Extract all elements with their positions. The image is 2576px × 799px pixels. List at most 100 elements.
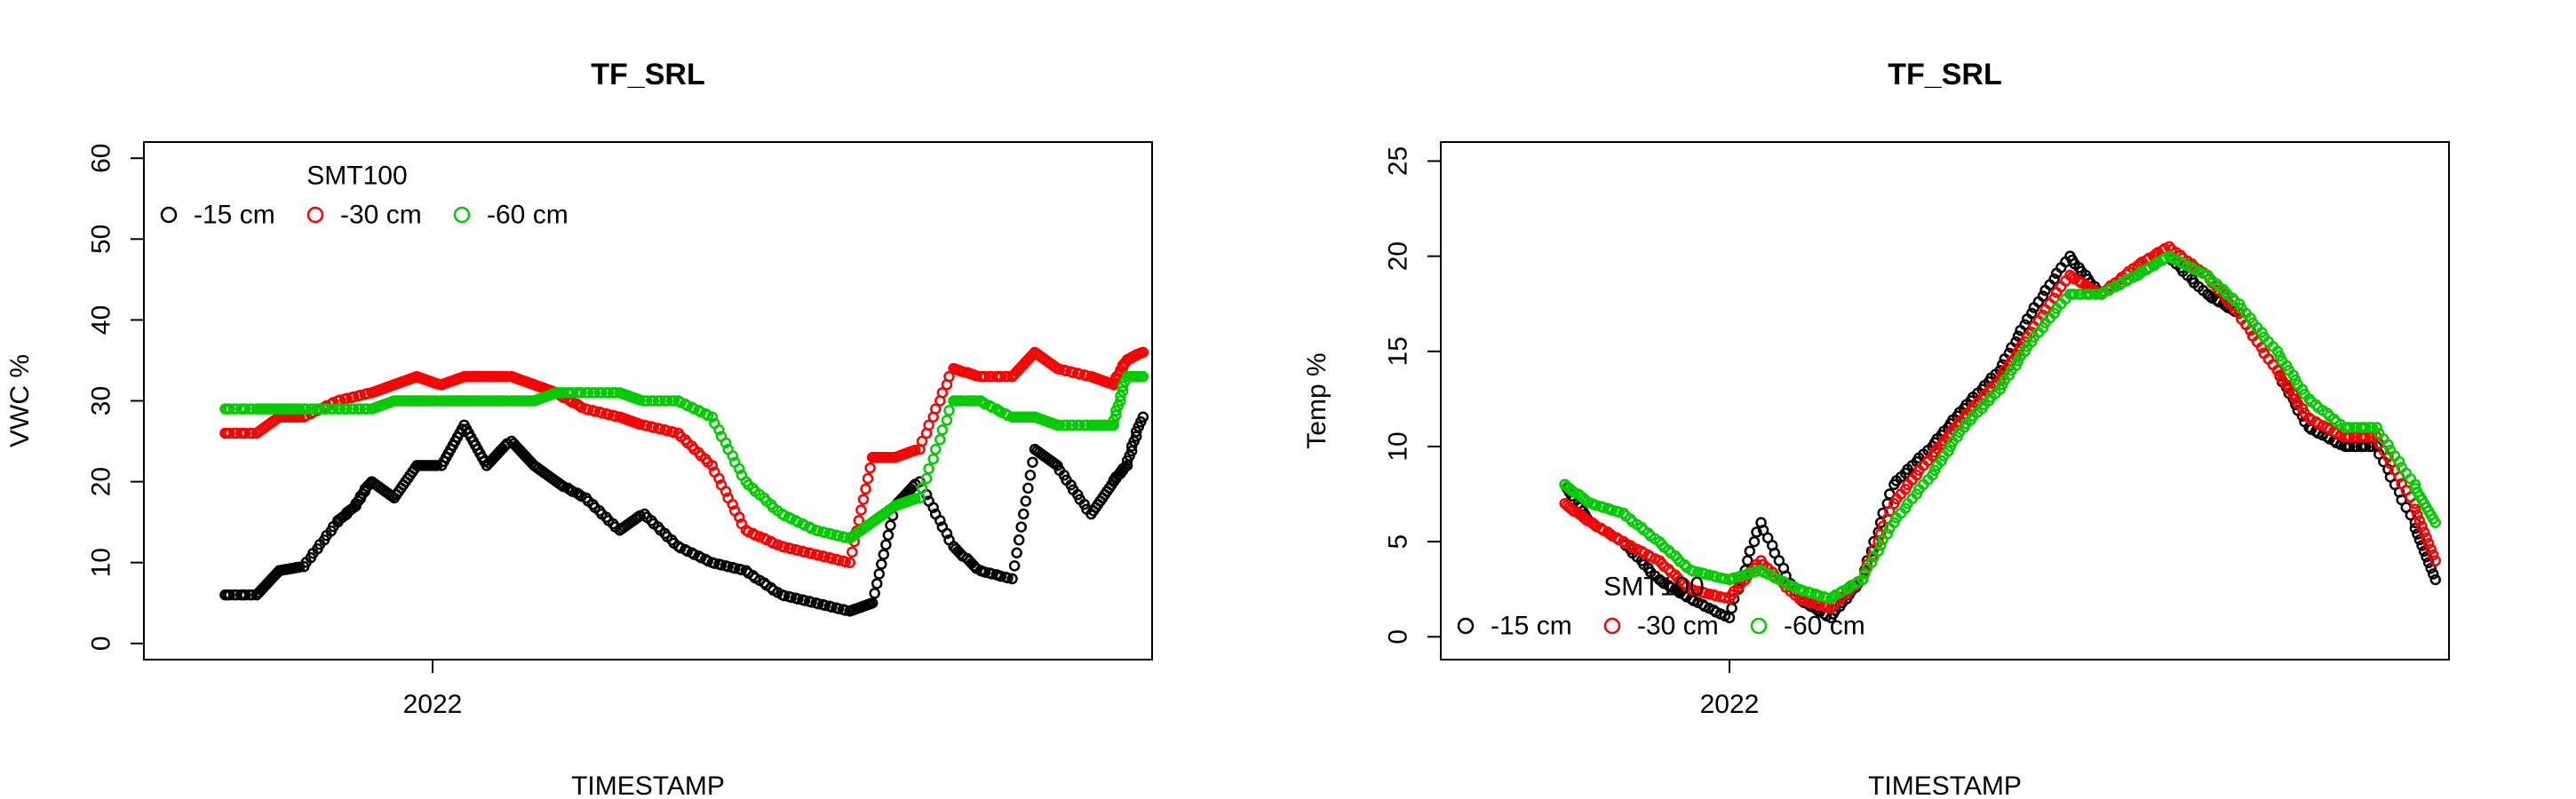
data-point: [916, 482, 928, 494]
data-point: [853, 515, 865, 526]
data-point: [582, 387, 594, 399]
data-point: [648, 395, 660, 407]
data-point: [354, 389, 367, 401]
data-point: [778, 589, 791, 602]
data-point: [1024, 470, 1037, 481]
data-point: [2422, 538, 2435, 550]
data-point: [1137, 411, 1149, 423]
data-point: [869, 588, 880, 599]
data-point: [1074, 368, 1085, 380]
data-point: [936, 387, 949, 399]
data-point: [799, 595, 811, 606]
data-point: [334, 403, 346, 415]
data-point: [720, 437, 732, 449]
data-point: [2371, 422, 2382, 433]
data-point: [785, 591, 797, 604]
data-point: [916, 435, 928, 447]
data-point: [826, 552, 838, 565]
data-point: [936, 424, 949, 436]
data-point: [341, 392, 353, 405]
data-point: [661, 395, 673, 407]
data-point: [2429, 574, 2442, 586]
data-point: [2412, 509, 2423, 521]
data-point: [2256, 342, 2268, 353]
data-point: [1692, 585, 1704, 597]
data-point: [1751, 566, 1762, 577]
data-point: [873, 568, 886, 580]
data-point: [321, 403, 332, 415]
data-point: [602, 387, 615, 399]
data-point: [634, 394, 646, 406]
data-point: [2069, 289, 2080, 300]
data-point: [354, 403, 367, 415]
data-point: [2048, 273, 2060, 285]
data-point: [819, 551, 831, 563]
data-point: [1110, 409, 1122, 422]
data-point: [864, 462, 876, 474]
data-point: [1856, 574, 1869, 586]
legend-title: SMT100: [1603, 573, 1704, 602]
data-point: [941, 527, 953, 540]
data-point: [862, 472, 874, 485]
data-point: [819, 599, 831, 612]
data-point: [661, 424, 673, 437]
data-point: [307, 403, 319, 415]
x-tick-label: 2022: [1700, 690, 1760, 719]
y-tick-label: 15: [1384, 336, 1413, 366]
data-point: [1996, 359, 2008, 371]
legend-entry: -30 cm: [1637, 612, 1719, 641]
data-point: [1011, 547, 1022, 559]
y-tick-label: 25: [1384, 146, 1413, 176]
data-point: [1744, 545, 1756, 558]
data-point: [1703, 588, 1715, 600]
data-point: [1002, 572, 1014, 584]
data-point: [1008, 560, 1021, 572]
data-point: [1121, 460, 1133, 471]
legend: SMT100 -15 cm -30 cm -60 cm: [1457, 573, 1865, 641]
data-point: [720, 486, 732, 497]
legend-marker: [306, 206, 324, 224]
data-point: [929, 443, 942, 455]
data-point: [927, 502, 939, 513]
data-point: [2409, 503, 2421, 515]
y-axis-label: VWC %: [5, 354, 35, 447]
data-point: [934, 433, 946, 446]
data-point: [920, 472, 933, 485]
data-point: [589, 406, 601, 417]
data-point: [713, 472, 725, 485]
data-point: [1590, 500, 1602, 511]
data-point: [1013, 534, 1025, 546]
data-point: [1742, 555, 1753, 566]
legend-marker: [1603, 617, 1621, 635]
legend-entry: -60 cm: [487, 201, 568, 230]
data-point: [1022, 482, 1034, 494]
y-tick-label: 40: [87, 305, 116, 335]
data-point: [640, 420, 653, 431]
data-point: [596, 387, 608, 399]
data-point: [1726, 602, 1737, 614]
data-point: [826, 601, 838, 613]
y-tick-label: 60: [87, 144, 116, 173]
y-tick-label: 0: [1384, 629, 1413, 645]
data-point: [240, 589, 251, 601]
data-point: [582, 404, 594, 415]
data-point: [1115, 395, 1126, 407]
data-point: [1108, 419, 1120, 431]
legend-entry: -60 cm: [1784, 612, 1865, 641]
y-tick-label: 0: [87, 636, 116, 651]
data-point: [923, 463, 934, 475]
data-point: [1067, 367, 1079, 378]
data-point: [314, 403, 326, 415]
data-point: [727, 450, 738, 462]
data-point: [934, 515, 946, 526]
data-point: [941, 415, 953, 426]
data-point: [806, 548, 817, 559]
y-tick-label: 20: [1384, 241, 1413, 271]
data-point: [910, 493, 921, 504]
data-point: [648, 422, 660, 433]
data-point: [885, 519, 896, 532]
data-point: [713, 424, 725, 436]
y-axis-label: Temp %: [1302, 352, 1332, 448]
data-point: [1074, 419, 1085, 431]
